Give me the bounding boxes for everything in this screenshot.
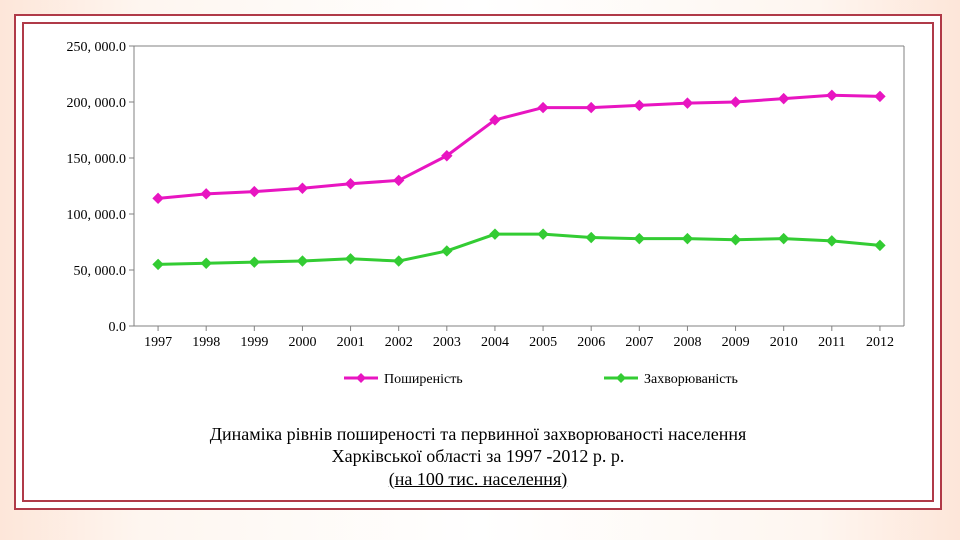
svg-text:2007: 2007 (625, 335, 653, 350)
svg-text:2003: 2003 (433, 335, 461, 350)
svg-text:2002: 2002 (385, 335, 413, 350)
title-line-2: Харківської області за 1997 -2012 р. р. (24, 445, 932, 468)
title-line-1: Динаміка рівнів поширеності та первинної… (24, 423, 932, 446)
svg-text:2011: 2011 (818, 335, 845, 350)
svg-text:1998: 1998 (192, 335, 220, 350)
svg-text:2004: 2004 (481, 335, 509, 350)
svg-text:50, 000.0: 50, 000.0 (74, 264, 127, 279)
svg-text:1999: 1999 (240, 335, 268, 350)
chart-container: 0.0 50, 000.0 100, 000.0 150, 000.0 200, 000… (44, 36, 916, 436)
svg-text:200, 000.0: 200, 000.0 (67, 96, 127, 111)
svg-text:Захворюваність: Захворюваність (644, 372, 738, 387)
svg-text:100, 000.0: 100, 000.0 (67, 208, 127, 223)
title-line-3: (на 100 тис. населення) (24, 468, 932, 491)
line-chart: 0.0 50, 000.0 100, 000.0 150, 000.0 200, 000… (44, 36, 916, 436)
svg-text:2012: 2012 (866, 335, 894, 350)
svg-text:0.0: 0.0 (109, 320, 127, 335)
chart-title: Динаміка рівнів поширеності та первинної… (24, 423, 932, 491)
svg-text:2010: 2010 (770, 335, 798, 350)
svg-text:2005: 2005 (529, 335, 557, 350)
svg-text:2006: 2006 (577, 335, 605, 350)
svg-text:1997: 1997 (144, 335, 172, 350)
svg-text:Поширеність: Поширеність (384, 372, 463, 387)
outer-frame: 0.0 50, 000.0 100, 000.0 150, 000.0 200, 000… (14, 14, 942, 510)
svg-text:2001: 2001 (337, 335, 365, 350)
svg-text:2000: 2000 (288, 335, 316, 350)
svg-text:2009: 2009 (722, 335, 750, 350)
svg-text:150, 000.0: 150, 000.0 (67, 152, 127, 167)
svg-text:2008: 2008 (673, 335, 701, 350)
svg-text:250, 000.0: 250, 000.0 (67, 40, 127, 55)
inner-frame: 0.0 50, 000.0 100, 000.0 150, 000.0 200, 000… (22, 22, 934, 502)
